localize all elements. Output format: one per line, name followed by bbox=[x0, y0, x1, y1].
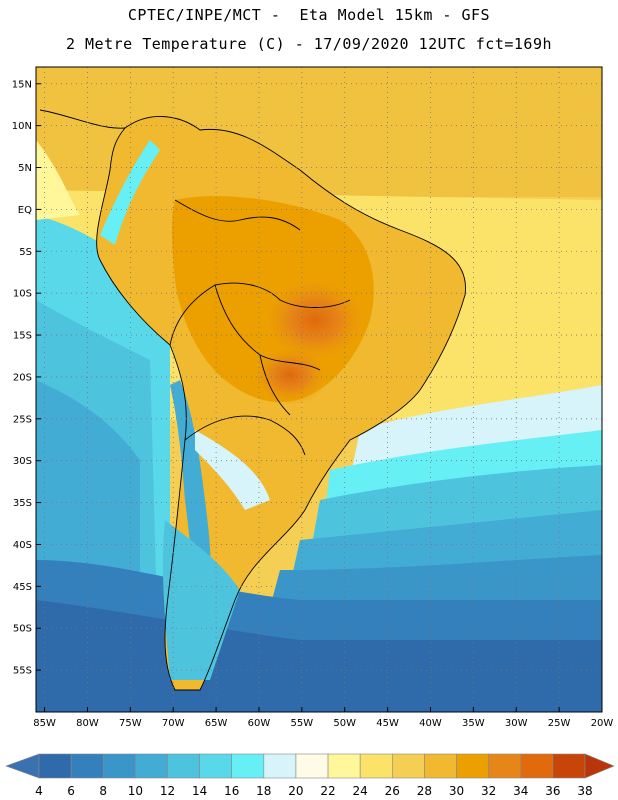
colorbar-label: 22 bbox=[320, 784, 335, 798]
colorbar-label: 14 bbox=[192, 784, 207, 798]
lon-tick-label: 75W bbox=[119, 718, 142, 729]
lat-tick-label: 15S bbox=[13, 331, 32, 342]
lat-tick-label: 10S bbox=[13, 289, 32, 300]
map-title: CPTEC/INPE/MCT - Eta Model 15km - GFS bbox=[127, 6, 491, 24]
colorbar-label: 34 bbox=[513, 784, 528, 798]
map-frame bbox=[35, 66, 603, 713]
colorbar-swatch bbox=[135, 753, 168, 779]
colorbar-swatch bbox=[424, 753, 457, 779]
colorbar-low-arrow bbox=[5, 753, 40, 779]
colorbar-label: 18 bbox=[256, 784, 271, 798]
lat-tick-label: 15N bbox=[12, 79, 32, 90]
colorbar-swatch bbox=[488, 753, 522, 779]
colorbar-swatch bbox=[70, 753, 104, 779]
colorbar-label: 32 bbox=[481, 784, 496, 798]
colorbar-label: 10 bbox=[128, 784, 143, 798]
lat-tick-label: 30S bbox=[13, 456, 32, 467]
colorbar-label: 36 bbox=[545, 784, 560, 798]
lon-tick-label: 45W bbox=[376, 718, 399, 729]
lat-tick-label: 10N bbox=[12, 121, 32, 132]
colorbar-label: 8 bbox=[99, 784, 107, 798]
lon-tick-label: 50W bbox=[333, 718, 356, 729]
lat-tick-label: 40S bbox=[13, 540, 32, 551]
colorbar-label: 12 bbox=[160, 784, 175, 798]
temperature-colorbar: 4 6 8 10 12 14 16 18 20 22 24 26 28 30 32 34 36 38 bbox=[5, 753, 615, 798]
colorbar-label: 16 bbox=[224, 784, 239, 798]
latitude-axis: 15N 10N 5N EQ 5S 10S 15S 20S 25S 30S 35S 40S 45S 50S 5… bbox=[12, 79, 41, 677]
colorbar-swatch bbox=[38, 753, 72, 779]
colorbar-label: 6 bbox=[67, 784, 75, 798]
colorbar-label: 20 bbox=[288, 784, 303, 798]
lon-tick-label: 55W bbox=[291, 718, 314, 729]
lat-tick-label: 50S bbox=[13, 624, 32, 635]
colorbar-label: 28 bbox=[417, 784, 432, 798]
lon-tick-label: 25W bbox=[548, 718, 571, 729]
colorbar-swatch bbox=[456, 753, 489, 779]
lat-tick-label: EQ bbox=[18, 205, 32, 216]
colorbar-swatch bbox=[295, 753, 329, 779]
longitude-axis: 85W 80W 75W 70W 65W 60W 55W 50W 45W 40W 35W 30W 25W 2… bbox=[33, 707, 613, 729]
lat-tick-label: 55S bbox=[13, 666, 32, 677]
lon-tick-label: 30W bbox=[505, 718, 528, 729]
lat-tick-label: 35S bbox=[13, 498, 32, 509]
colorbar-swatch bbox=[520, 753, 554, 779]
colorbar-label: 24 bbox=[353, 784, 368, 798]
lat-tick-label: 25S bbox=[13, 414, 32, 425]
colorbar-label: 30 bbox=[449, 784, 464, 798]
lon-tick-label: 85W bbox=[33, 718, 56, 729]
lat-tick-label: 45S bbox=[13, 582, 32, 593]
colorbar-swatch bbox=[552, 753, 586, 779]
lat-tick-label: 5N bbox=[18, 163, 32, 174]
colorbar-label: 26 bbox=[385, 784, 400, 798]
lon-tick-label: 80W bbox=[76, 718, 99, 729]
lon-tick-label: 40W bbox=[419, 718, 442, 729]
colorbar-swatch bbox=[391, 753, 425, 779]
colorbar-swatch bbox=[263, 753, 297, 779]
temperature-field bbox=[36, 67, 602, 712]
lon-tick-label: 20W bbox=[591, 718, 614, 729]
temperature-map: 85W 80W 75W 70W 65W 60W 55W 50W 45W 40W 35W 30W 25W 2… bbox=[12, 66, 613, 729]
colorbar-swatch bbox=[231, 753, 265, 779]
lat-tick-label: 5S bbox=[19, 247, 32, 258]
colorbar-swatch bbox=[199, 753, 233, 779]
colorbar-swatch bbox=[327, 753, 361, 779]
lon-tick-label: 60W bbox=[248, 718, 271, 729]
lon-tick-label: 65W bbox=[205, 718, 228, 729]
colorbar-high-arrow bbox=[584, 753, 615, 779]
colorbar-swatch bbox=[102, 753, 136, 779]
lon-tick-label: 70W bbox=[162, 718, 185, 729]
lon-tick-label: 35W bbox=[462, 718, 485, 729]
colorbar-swatch bbox=[359, 753, 393, 779]
colorbar-label: 38 bbox=[577, 784, 592, 798]
map-subtitle: 2 Metre Temperature (C) - 17/09/2020 12U… bbox=[65, 35, 553, 53]
colorbar-swatch bbox=[167, 753, 200, 779]
lat-tick-label: 20S bbox=[13, 372, 32, 383]
colorbar-label: 4 bbox=[35, 784, 43, 798]
